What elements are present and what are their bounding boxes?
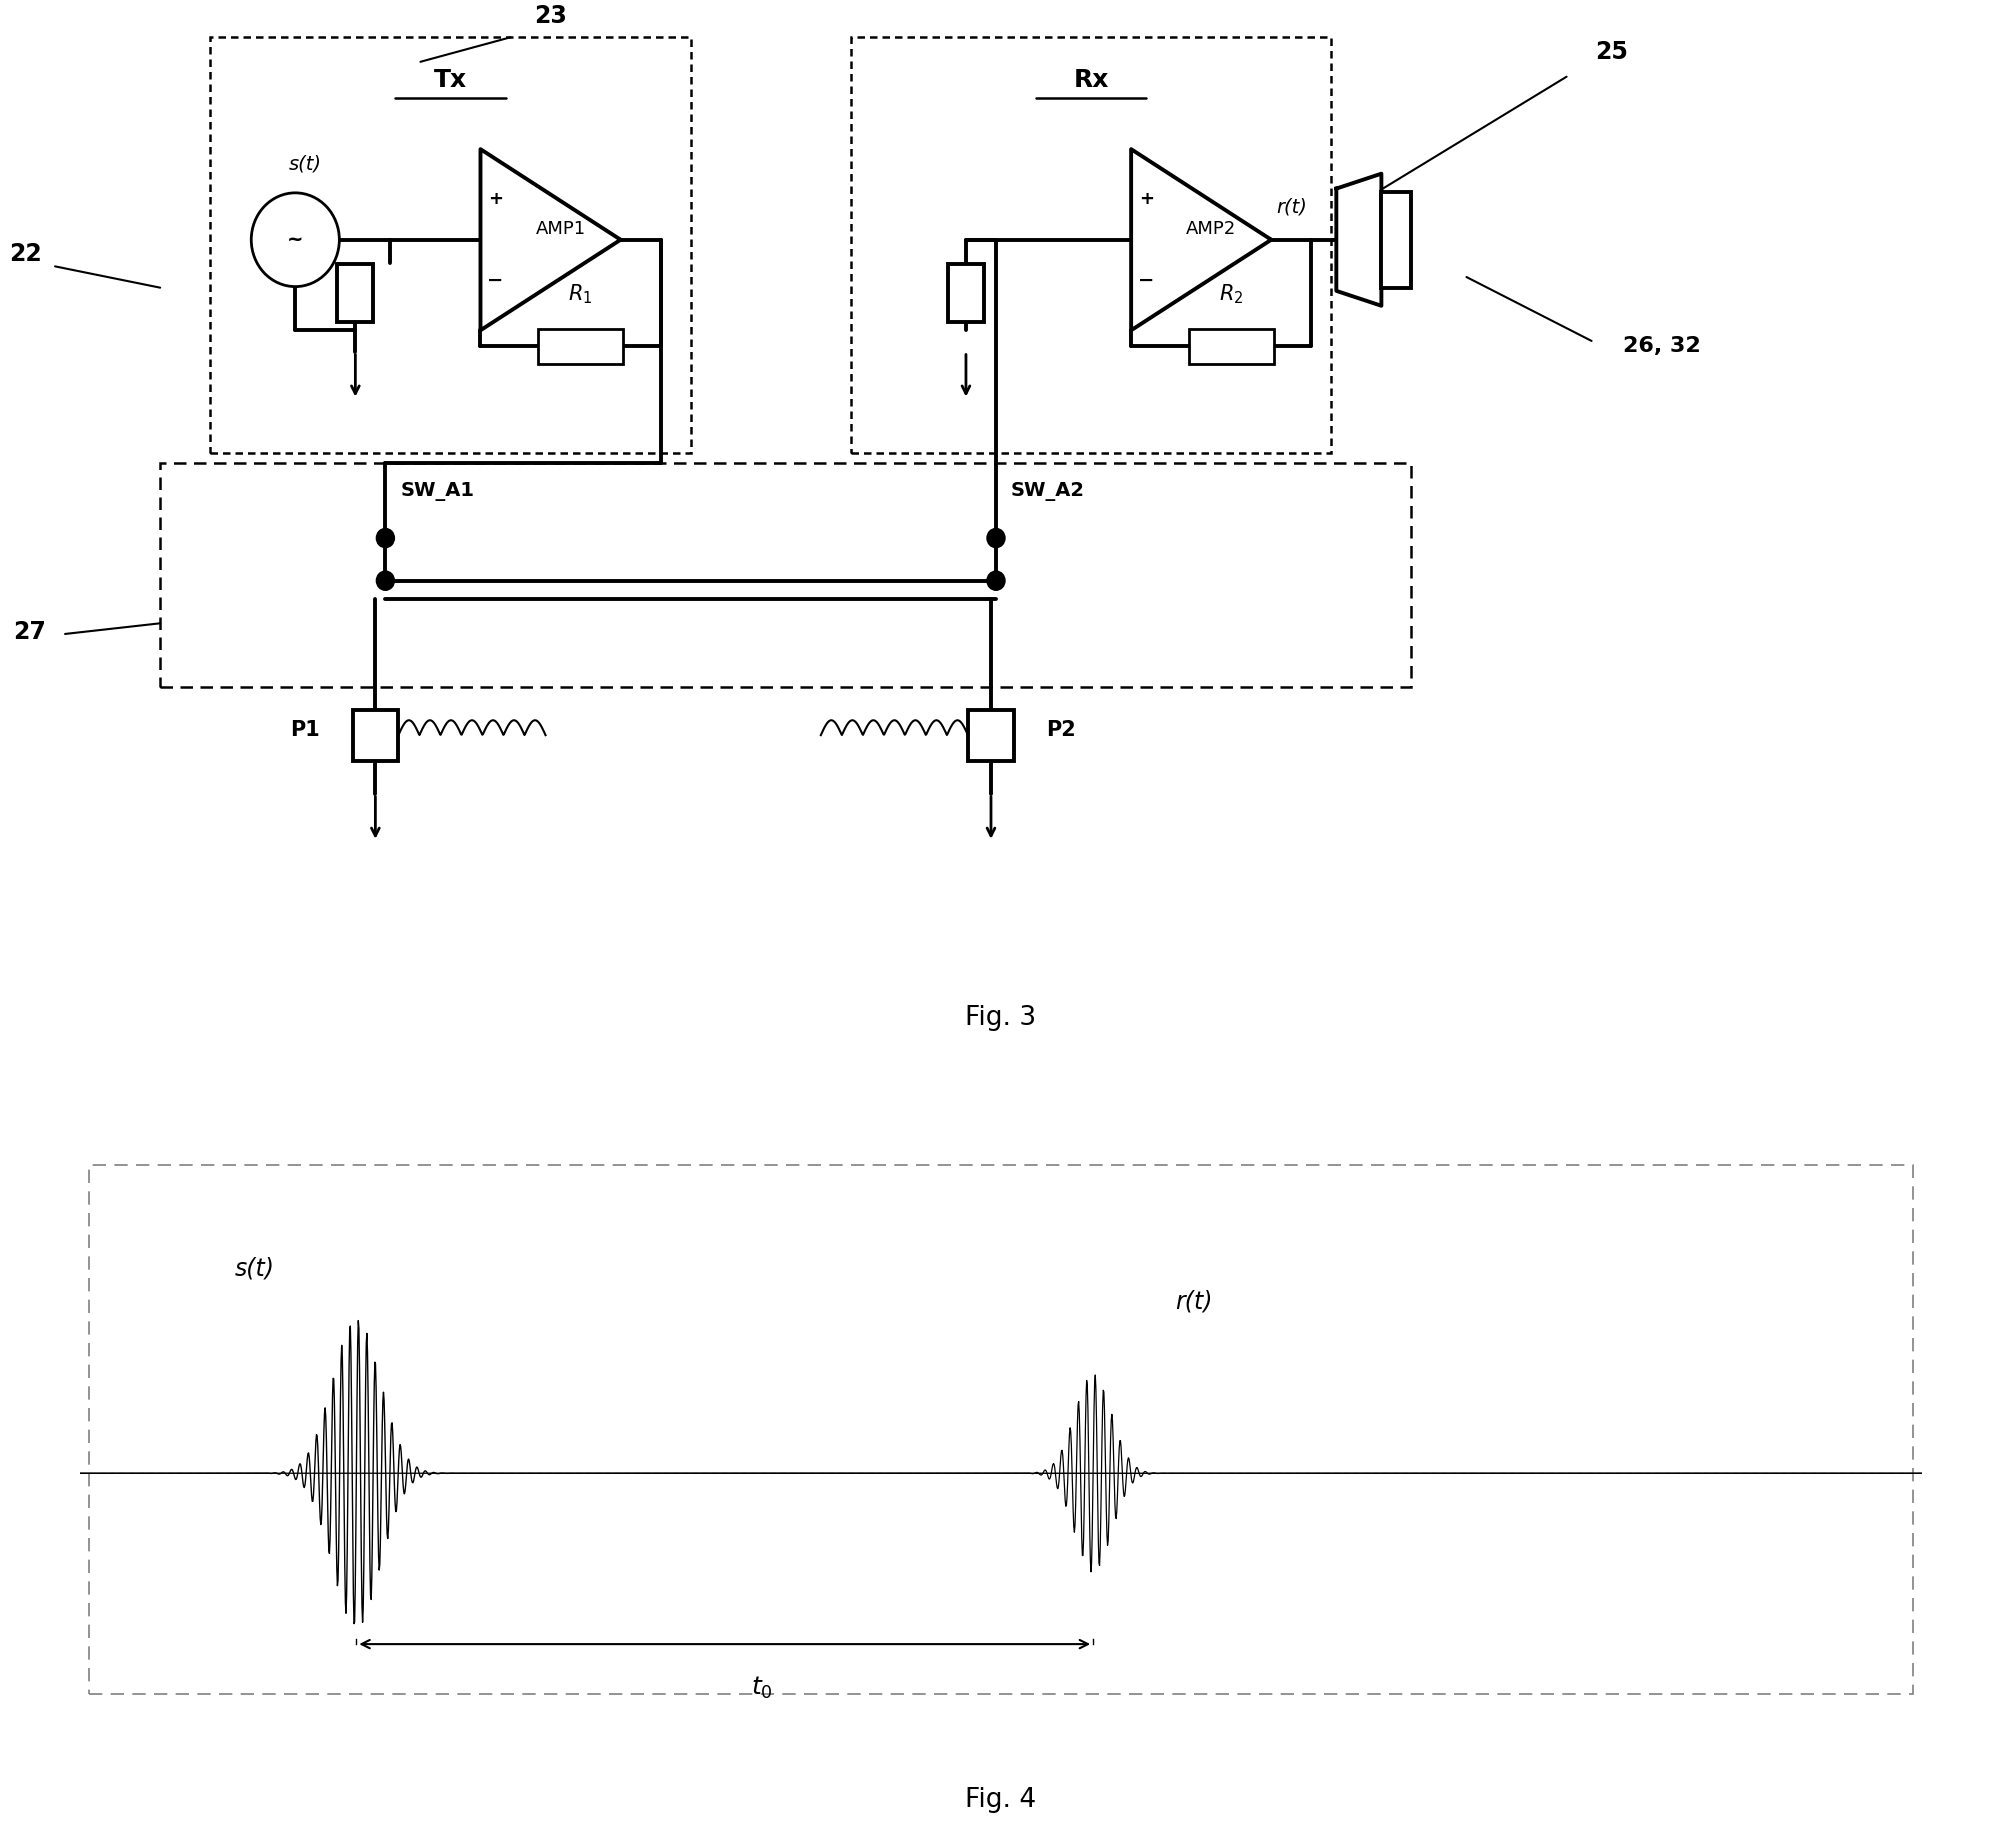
Text: 27: 27 bbox=[14, 621, 46, 645]
Text: s(t): s(t) bbox=[234, 1257, 274, 1280]
Text: P1: P1 bbox=[290, 720, 320, 740]
Circle shape bbox=[252, 193, 340, 287]
Text: SW_A2: SW_A2 bbox=[1011, 481, 1085, 502]
Circle shape bbox=[987, 529, 1005, 547]
Text: Rx: Rx bbox=[1073, 68, 1109, 92]
Circle shape bbox=[987, 571, 1005, 590]
Text: AMP1: AMP1 bbox=[535, 220, 587, 239]
Bar bbox=[1189, 329, 1273, 364]
Text: P2: P2 bbox=[1047, 720, 1075, 740]
Polygon shape bbox=[1131, 149, 1271, 331]
Text: $t_0$: $t_0$ bbox=[751, 1675, 773, 1701]
Text: +: + bbox=[488, 191, 503, 208]
Text: Fig. 4: Fig. 4 bbox=[965, 1787, 1037, 1813]
Bar bbox=[969, 709, 1013, 761]
Text: r(t): r(t) bbox=[1277, 197, 1307, 217]
Text: Fig. 3: Fig. 3 bbox=[965, 1005, 1037, 1031]
Bar bbox=[851, 37, 1331, 452]
Text: 23: 23 bbox=[535, 4, 567, 28]
Bar bbox=[336, 265, 372, 321]
Bar bbox=[1381, 191, 1411, 288]
Bar bbox=[210, 37, 691, 452]
Polygon shape bbox=[480, 149, 621, 331]
Text: Tx: Tx bbox=[434, 68, 466, 92]
Bar bbox=[160, 463, 1411, 687]
Text: SW_A1: SW_A1 bbox=[400, 481, 474, 502]
Text: 25: 25 bbox=[1596, 40, 1628, 64]
Text: r(t): r(t) bbox=[1175, 1290, 1213, 1313]
Text: s(t): s(t) bbox=[288, 154, 322, 175]
Text: AMP2: AMP2 bbox=[1185, 220, 1237, 239]
Bar bbox=[90, 1165, 1912, 1694]
Text: 22: 22 bbox=[8, 242, 42, 266]
Text: −: − bbox=[486, 270, 505, 290]
Text: −: − bbox=[1137, 270, 1155, 290]
Bar bbox=[539, 329, 623, 364]
Bar bbox=[949, 265, 985, 321]
Text: $R_2$: $R_2$ bbox=[1219, 283, 1243, 305]
Circle shape bbox=[376, 529, 394, 547]
Text: ~: ~ bbox=[286, 230, 304, 250]
Text: +: + bbox=[1139, 191, 1153, 208]
Text: $R_1$: $R_1$ bbox=[569, 283, 593, 305]
Circle shape bbox=[376, 571, 394, 590]
Bar bbox=[352, 709, 398, 761]
Polygon shape bbox=[1337, 175, 1381, 305]
Text: 26, 32: 26, 32 bbox=[1624, 336, 1700, 356]
